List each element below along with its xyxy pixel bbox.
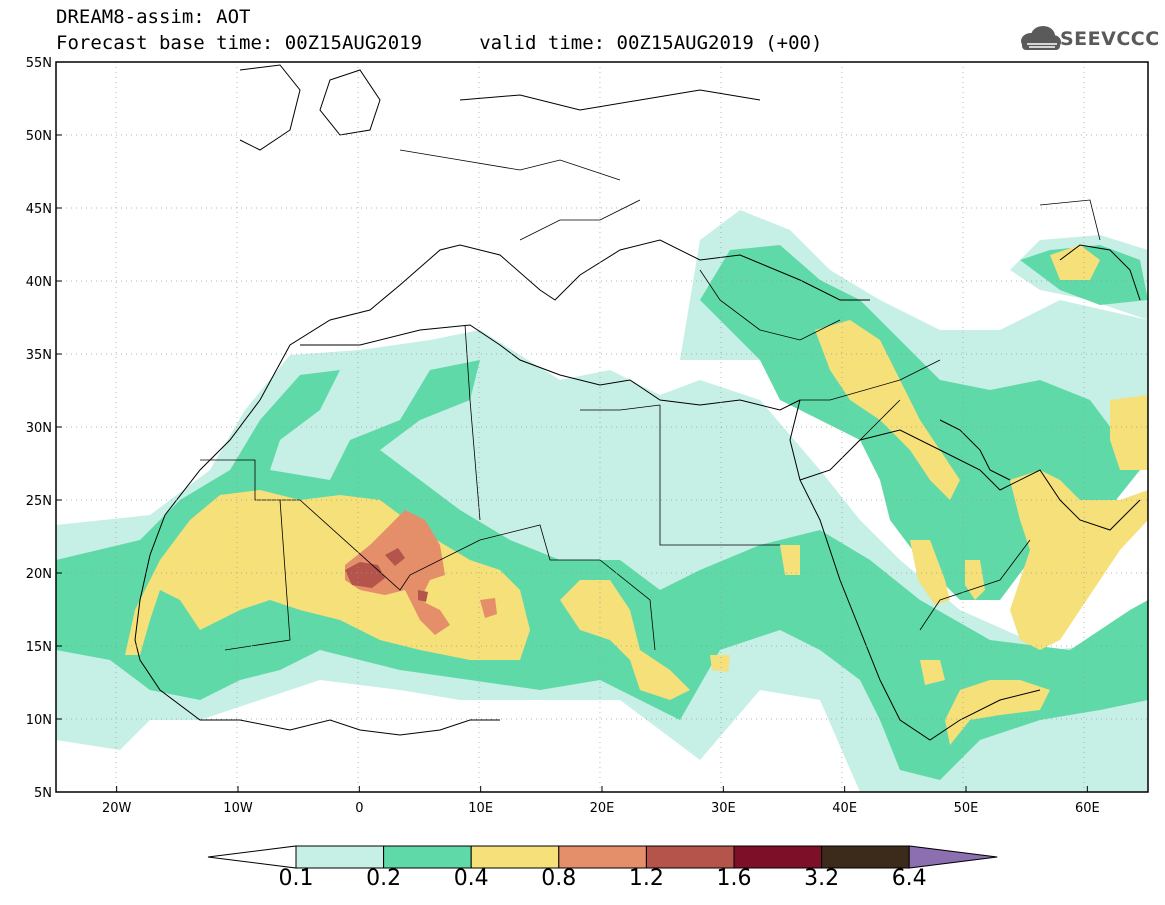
lat-tick-label: 40N (26, 275, 52, 290)
colorbar-label: 0.8 (541, 866, 577, 891)
colorbar-label: 0.2 (366, 866, 402, 891)
grid-lines (56, 62, 1148, 792)
colorbar-segment (733, 845, 823, 869)
lat-tick-label: 55N (26, 56, 52, 71)
lat-tick-label: 5N (34, 786, 52, 801)
colorbar-segment (821, 845, 910, 869)
colorbar-segment (470, 845, 560, 869)
lat-tick-label: 25N (26, 494, 52, 509)
aot-layer-1.2 (345, 548, 428, 602)
lat-tick-label: 50N (26, 129, 52, 144)
lat-tick-label: 35N (26, 348, 52, 363)
lat-tick-label: 20N (26, 567, 52, 582)
lat-tick-label: 10N (26, 713, 52, 728)
lon-tick-label: 30E (711, 801, 736, 816)
lat-tick-label: 15N (26, 640, 52, 655)
colorbar-under-arrow (207, 845, 297, 869)
colorbar-label: 0.4 (453, 866, 489, 891)
colorbar-label: 3.2 (804, 866, 840, 891)
colorbar-over-arrow (908, 845, 998, 869)
lat-tick-label: 45N (26, 202, 52, 217)
longitude-ticks: 20W 10W 0 10E 20E 30E 40E 50E 60E (102, 786, 1100, 816)
aot-contours (56, 62, 1148, 792)
colorbar-segment (295, 845, 385, 869)
map-title: DREAM8-assim: AOT (56, 6, 251, 28)
colorbar-label: 6.4 (891, 866, 927, 891)
lon-tick-label: 50E (954, 801, 979, 816)
lon-tick-label: 60E (1075, 801, 1100, 816)
colorbar-label: 1.6 (716, 866, 752, 891)
colorbar-segment (645, 845, 735, 869)
aot-layer-0.8 (345, 510, 497, 635)
lon-tick-label: 0 (355, 801, 363, 816)
colorbar-label: 1.2 (628, 866, 664, 891)
logo-text: SEEVCCC (1060, 28, 1160, 50)
cloud-logo-icon (1021, 26, 1061, 50)
colorbar-segment (558, 845, 647, 869)
coastlines (134, 64, 1141, 741)
lon-tick-label: 10E (468, 801, 493, 816)
lon-tick-label: 40E (832, 801, 857, 816)
map-subtitle: Forecast base time: 00Z15AUG2019 valid t… (56, 32, 823, 54)
lon-tick-label: 10W (223, 801, 253, 816)
lat-tick-label: 30N (26, 421, 52, 436)
country-borders (200, 149, 1101, 651)
latitude-ticks: 55N 50N 45N 40N 35N 30N 25N 20N 15N 10N 5N (26, 56, 62, 801)
lon-tick-label: 20E (590, 801, 615, 816)
colorbar-segment (383, 845, 472, 869)
lon-tick-label: 20W (102, 801, 132, 816)
colorbar-label: 0.1 (278, 866, 314, 891)
